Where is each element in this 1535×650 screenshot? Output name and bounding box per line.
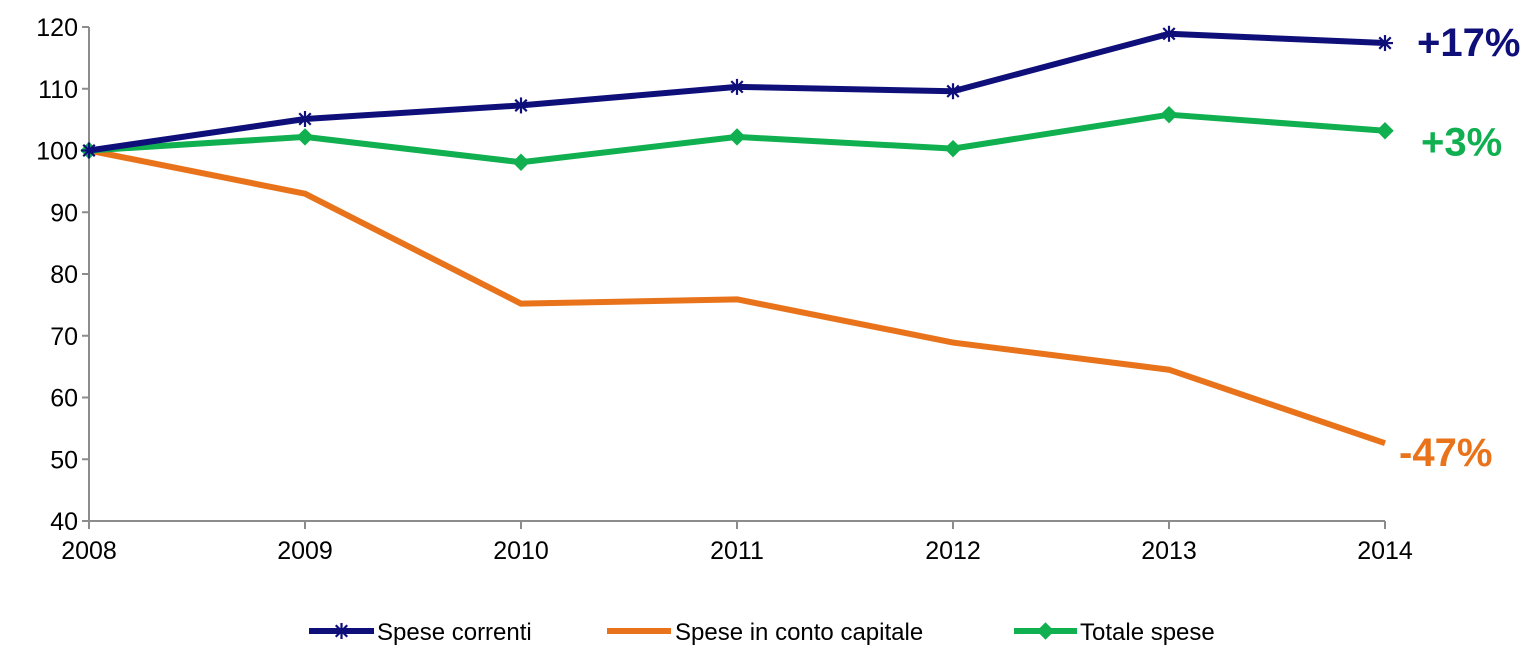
legend: Spese correnti Spese in conto capitale Tot…	[309, 619, 1215, 646]
data-point-marker	[296, 128, 314, 146]
legend-item: Spese in conto capitale	[607, 619, 923, 646]
data-point-marker	[81, 142, 97, 159]
series-3	[80, 105, 1394, 171]
x-tick-label: 2008	[61, 537, 117, 565]
y-tick-label: 110	[38, 76, 78, 104]
legend-marker	[333, 623, 350, 639]
series-end-label: +3%	[1421, 121, 1502, 165]
y-axis-ticks: 40 50 60 70 80 90 100 110 120	[36, 14, 89, 536]
x-tick-label: 2014	[1357, 537, 1413, 565]
y-tick-label: 60	[50, 385, 78, 413]
legend-label: Totale spese	[1080, 619, 1215, 645]
legend-marker	[1036, 622, 1055, 640]
data-point-marker	[1377, 35, 1393, 52]
legend-label: Spese correnti	[377, 619, 532, 645]
y-tick-label: 80	[50, 261, 78, 289]
series-end-label: -47%	[1399, 431, 1492, 475]
series-end-label: +17%	[1417, 21, 1520, 65]
data-point-marker	[1160, 105, 1178, 124]
y-tick-label: 90	[50, 199, 78, 227]
data-point-marker	[728, 128, 746, 146]
legend-item: Spese correnti	[309, 619, 532, 646]
y-tick-label: 50	[50, 446, 78, 474]
x-tick-label: 2010	[493, 537, 549, 565]
x-tick-label: 2013	[1141, 537, 1197, 565]
legend-item: Totale spese	[1014, 619, 1215, 646]
data-point-marker	[945, 83, 961, 100]
y-tick-label: 120	[36, 14, 78, 42]
data-point-marker	[729, 78, 745, 95]
data-point-marker	[297, 111, 313, 128]
x-tick-label: 2009	[277, 537, 333, 565]
x-tick-label: 2012	[925, 537, 981, 565]
data-point-marker	[1161, 25, 1177, 42]
x-tick-label: 2011	[710, 537, 764, 565]
series-1	[81, 25, 1393, 159]
y-tick-label: 70	[50, 323, 78, 351]
series-line	[88, 147, 1386, 447]
data-point-marker	[513, 97, 529, 114]
axes	[88, 27, 1385, 522]
data-point-marker	[512, 153, 530, 171]
y-tick-label: 100	[36, 138, 78, 166]
data-point-marker	[944, 139, 962, 158]
data-point-marker	[1376, 122, 1394, 140]
x-axis-ticks: 2008 2009 2010 2011 2012 2013 2014	[61, 521, 1413, 565]
end-labels: +17% -47% +3%	[1399, 21, 1520, 475]
y-tick-label: 40	[50, 508, 78, 536]
series-2	[88, 147, 1386, 447]
legend-label: Spese in conto capitale	[675, 619, 923, 645]
series-lines	[80, 25, 1394, 447]
